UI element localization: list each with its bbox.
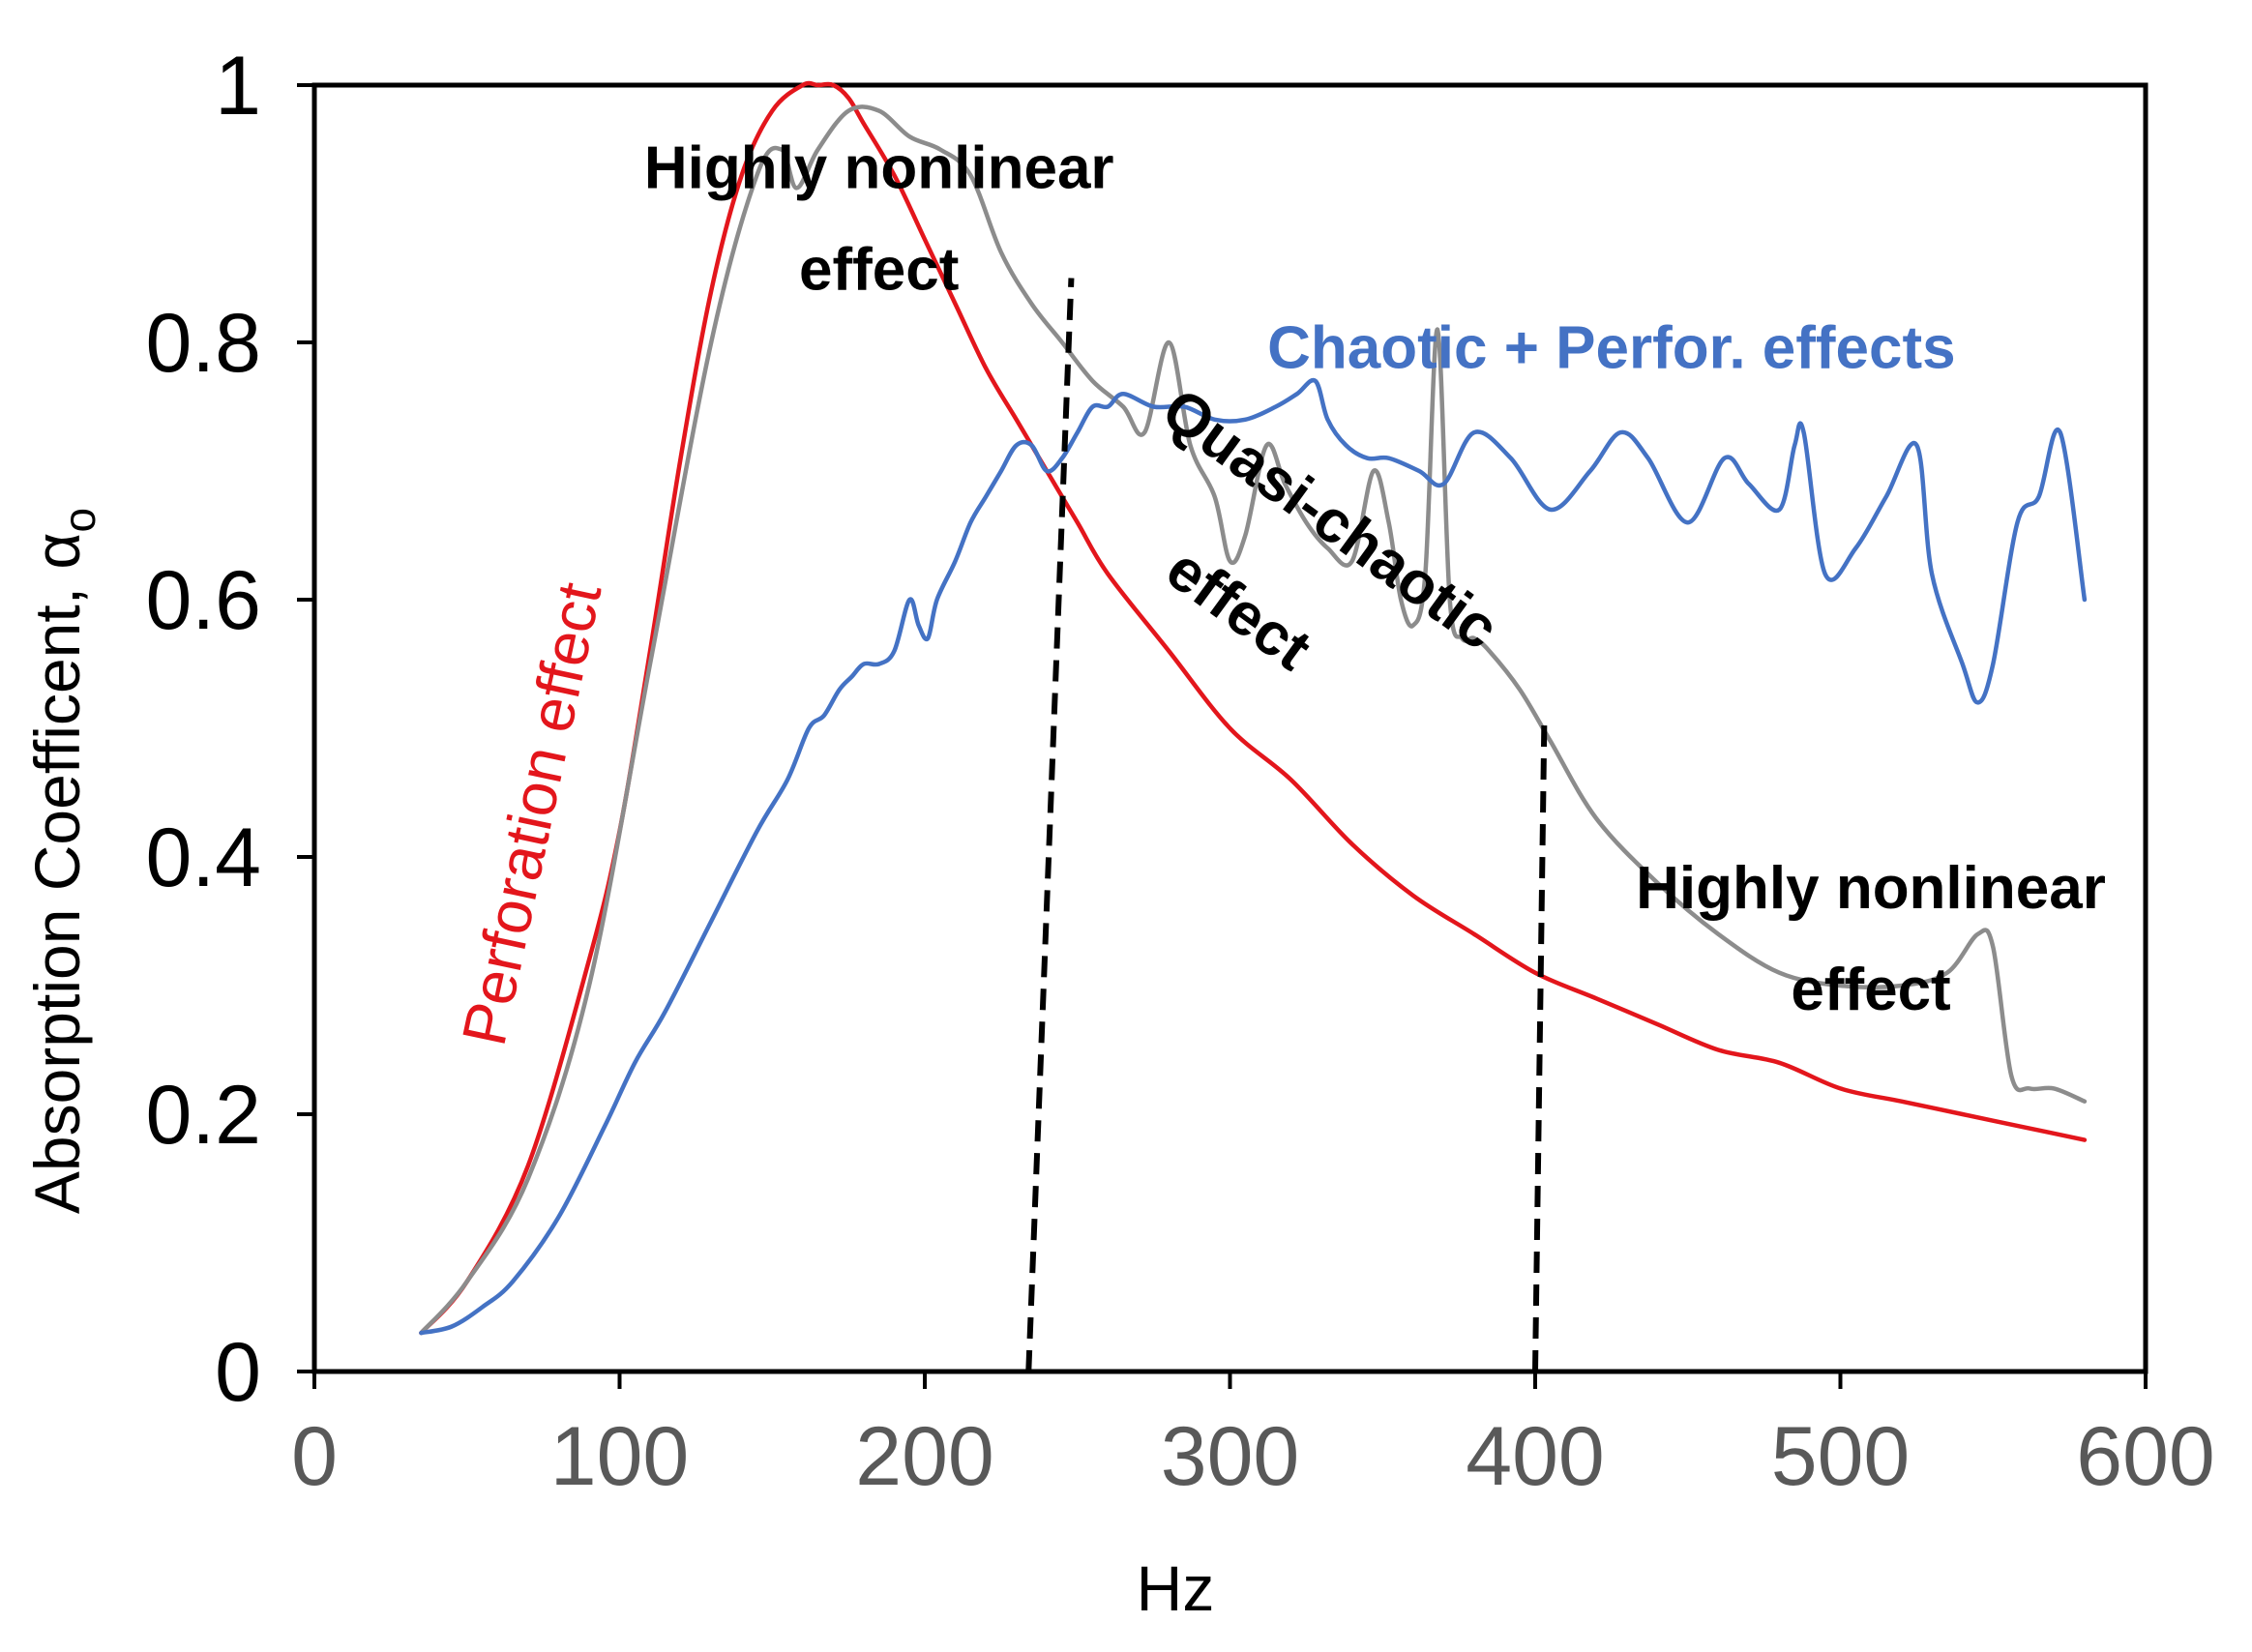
y-tick-label: 0.8 (145, 297, 261, 390)
x-tick-label: 400 (1466, 1410, 1605, 1503)
y-tick-label: 0 (215, 1326, 261, 1419)
series-line-perforation-effect (419, 80, 2088, 1336)
y-tick-label: 0.2 (145, 1069, 261, 1162)
series-line-chaotic-perfor-effects (419, 377, 2088, 1336)
y-axis-title-main: Absorption Coefficent, α (21, 532, 93, 1214)
annotation: Highly nonlinear effect (644, 134, 1114, 303)
tick-layer: 0 100 200 300 400 500 600 0 0.2 0.4 0.6 0.8 1 (145, 40, 2214, 1503)
divider-layer (1025, 278, 1548, 1372)
x-tick-label: 300 (1161, 1410, 1300, 1503)
y-axis-title: Absorption Coefficent, αo (21, 508, 104, 1214)
annotation: Highly nonlinear effect (1636, 855, 2106, 1023)
annotation-text: Highly nonlinear (1636, 855, 2106, 922)
y-axis-title-subscript: o (54, 508, 104, 533)
x-tick-label: 100 (550, 1410, 690, 1503)
y-tick-label: 0.6 (145, 554, 261, 647)
x-tick-label: 500 (1771, 1410, 1911, 1503)
x-tick-label: 600 (2076, 1410, 2215, 1503)
region-divider-2 (1532, 715, 1548, 1372)
x-tick-label: 200 (855, 1410, 994, 1503)
region-divider-1 (1025, 278, 1075, 1372)
x-tick-label: 0 (291, 1410, 338, 1503)
annotation-text: effect (1791, 957, 1950, 1023)
series-layer (419, 80, 2088, 1336)
annotation-text: Highly nonlinear (644, 134, 1114, 201)
x-axis-title: Hz (1137, 1552, 1215, 1624)
annotation: Chaotic + Perfor. effects (1267, 315, 1956, 382)
annotation-text: Chaotic + Perfor. effects (1267, 315, 1956, 382)
y-tick-label: 1 (215, 40, 261, 133)
y-tick-label: 0.4 (145, 811, 261, 904)
series-line-nonlinear-response (419, 104, 2088, 1336)
annotation-text: effect (799, 236, 959, 303)
